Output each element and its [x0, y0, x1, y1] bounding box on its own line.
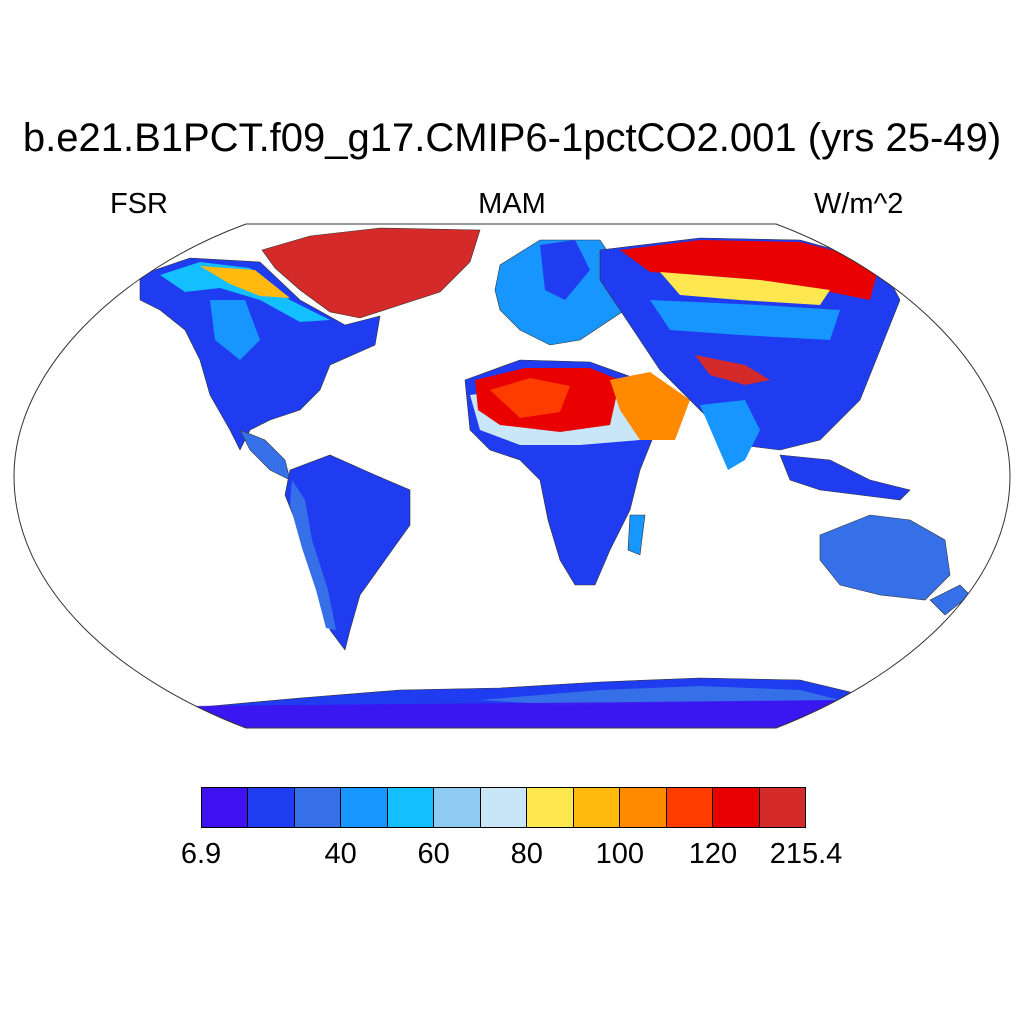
map-title: b.e21.B1PCT.f09_g17.CMIP6-1pctCO2.001 (y… [22, 116, 1002, 160]
andes-band [290, 480, 336, 630]
colorbar-bin [341, 788, 388, 827]
siberia-band [660, 272, 830, 305]
rockies-band [210, 300, 260, 360]
north-america-band [160, 262, 330, 322]
north-america-snow [200, 266, 290, 298]
indonesia-land [779, 454, 911, 501]
colorbar-bin [480, 788, 528, 827]
australia-land [819, 514, 951, 601]
colorbar-bin [620, 788, 667, 827]
colorbar-bin [759, 788, 806, 827]
colorbar-bin [666, 788, 714, 827]
north-america-land [139, 257, 381, 451]
tibet-plateau [695, 355, 770, 385]
antarctica-coast [190, 700, 850, 728]
india-land [700, 400, 760, 470]
central-asia-band [650, 300, 840, 340]
colorbar-tick-label: 6.9 [180, 838, 222, 870]
colorbar-tick-label: 40 [324, 838, 357, 870]
season-label: MAM [478, 188, 546, 220]
colorbar-tick-label: 60 [417, 838, 450, 870]
colorbar-tick-label: 215.4 [769, 838, 843, 870]
greenland-land [261, 227, 481, 319]
scandinavia-land [540, 240, 590, 300]
colorbar-bin [387, 788, 435, 827]
map-boundary [13, 223, 1011, 729]
arabia-desert [610, 372, 690, 440]
colorbar-bin [573, 788, 621, 827]
central-america-land [239, 429, 291, 481]
colorbar-tick-label: 100 [595, 838, 645, 870]
colorbar-tick-label: 80 [510, 838, 543, 870]
colorbar-bin [434, 788, 481, 827]
madagascar-land [627, 514, 646, 556]
units-label: W/m^2 [814, 188, 904, 220]
variable-label: FSR [110, 188, 168, 220]
sahara-hot-core [490, 378, 570, 418]
siberia-snow [620, 240, 880, 300]
colorbar-bin [713, 788, 760, 827]
antarctica-interior [480, 686, 840, 705]
colorbar-bin [248, 788, 295, 827]
colorbar-bin [202, 788, 249, 827]
colorbar-bin [294, 788, 342, 827]
colorbar-tick-label: 120 [688, 838, 738, 870]
colorbar-bin [527, 788, 574, 827]
colorbar [201, 787, 806, 828]
